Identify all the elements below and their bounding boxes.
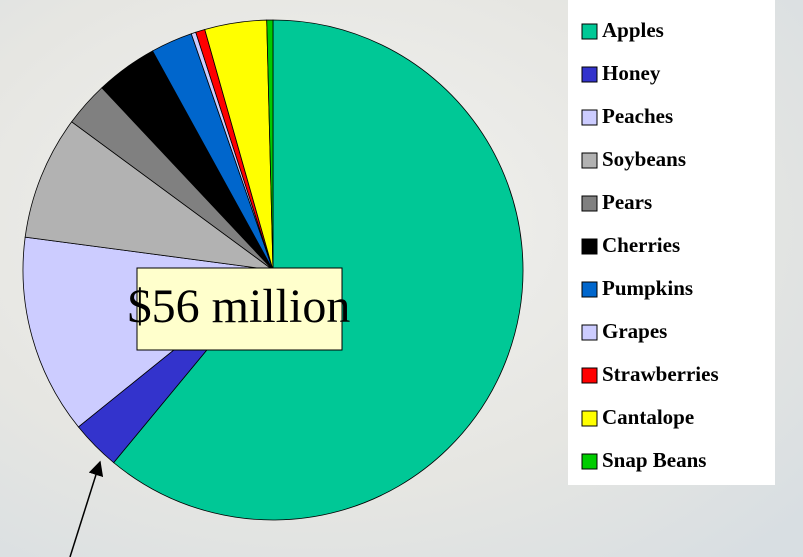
legend-swatch <box>581 367 598 384</box>
arrow <box>69 460 104 557</box>
annotation: $56 million <box>128 280 351 333</box>
legend-label: Pears <box>602 190 652 214</box>
legend-swatch <box>581 195 598 212</box>
legend-label: Pumpkins <box>602 276 693 300</box>
legend-swatch <box>581 410 598 427</box>
legend-swatch <box>581 453 598 470</box>
legend-label: Snap Beans <box>602 448 706 472</box>
legend-label: Peaches <box>602 104 673 128</box>
legend-label: Cherries <box>602 233 680 257</box>
legend-swatch <box>581 23 598 40</box>
slice <box>266 19 274 271</box>
legend: Apples Honey Peaches Soybeans Pears Cherries P… <box>568 0 775 485</box>
slice <box>24 121 274 271</box>
legend-swatch <box>581 152 598 169</box>
legend-box <box>568 0 775 485</box>
legend-label: Cantalope <box>602 405 694 429</box>
legend-label: Grapes <box>602 319 667 343</box>
legend-label: Apples <box>602 18 664 42</box>
legend-swatch <box>581 66 598 83</box>
legend-label: Honey <box>602 61 661 85</box>
legend-label: Strawberries <box>602 362 719 386</box>
legend-swatch <box>581 238 598 255</box>
annotation-box <box>136 267 343 351</box>
legend-swatch <box>581 281 598 298</box>
legend-swatch <box>581 324 598 341</box>
legend-label: Soybeans <box>602 147 686 171</box>
legend-swatch <box>581 109 598 126</box>
